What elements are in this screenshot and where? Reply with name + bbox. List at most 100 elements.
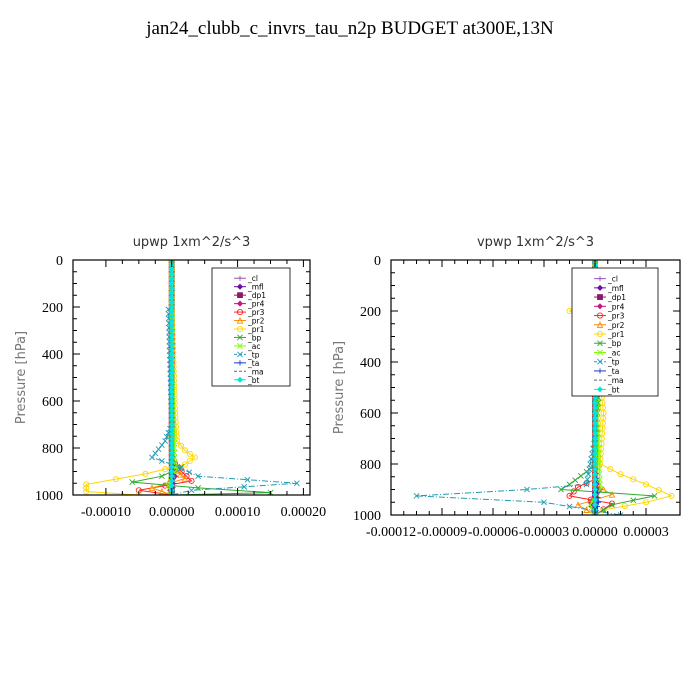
- data-point-ac: [595, 440, 602, 447]
- data-point-pr2: [148, 484, 156, 491]
- legend-marker: [596, 386, 604, 393]
- data-point-tp: [592, 260, 598, 263]
- data-point-tp: [155, 446, 162, 453]
- legend-label: _dp1: [247, 291, 266, 300]
- legend-label: _mfl: [607, 284, 624, 293]
- data-point-pr2: [158, 487, 166, 495]
- data-point-bp: [600, 506, 607, 513]
- data-point-pr2: [583, 506, 590, 513]
- x-tick-label: 0.00000: [149, 505, 195, 520]
- series-line-tp: [416, 260, 621, 515]
- data-point-ac: [595, 445, 602, 452]
- legend-label: _pr3: [247, 308, 265, 317]
- legend-marker: [236, 309, 244, 316]
- data-point-ac: [596, 481, 603, 488]
- data-point-tp: [158, 442, 165, 448]
- data-point-ac: [595, 455, 602, 462]
- data-point-ac: [596, 471, 603, 478]
- chart-panel-1: upwp 1xm^2/s^3 Pressure [hPa] 0 200 400 600 80…: [14, 235, 326, 520]
- y-tick-label: 1000: [35, 489, 63, 504]
- data-point-tp: [177, 465, 184, 472]
- legend-label: _pr4: [247, 300, 265, 309]
- legend-label: _pr1: [607, 330, 625, 339]
- data-point-pr1: [171, 409, 179, 416]
- data-point-tp: [162, 438, 169, 444]
- data-point-tp: [293, 480, 300, 487]
- data-point-bp: [651, 492, 658, 499]
- data-point-pr1: [181, 461, 188, 468]
- y-axis-label: Pressure [hPa]: [14, 331, 29, 424]
- data-point-tp: [241, 483, 248, 490]
- data-point-pr1: [617, 471, 624, 478]
- legend-label: _pr4: [607, 302, 625, 311]
- data-point-tp: [149, 454, 155, 461]
- legend-label: _ac: [247, 342, 260, 351]
- legend-marker: [237, 275, 243, 281]
- data-point-tp: [163, 433, 170, 440]
- data-point-tp: [584, 476, 591, 483]
- data-point-pr1: [172, 414, 179, 421]
- x-tick-label: -0.00003: [519, 525, 569, 540]
- legend-label: _pr2: [607, 321, 625, 330]
- legend-marker: [596, 303, 604, 310]
- data-point-bp: [572, 477, 579, 484]
- legend-label: _pr1: [247, 325, 265, 334]
- legend-marker: [237, 343, 243, 349]
- data-point-ac: [596, 461, 602, 467]
- data-point-bp: [558, 486, 564, 493]
- legend-marker: [596, 321, 604, 328]
- y-tick-label: 800: [42, 442, 63, 457]
- data-point-pr3: [608, 500, 616, 507]
- legend-label: _ma: [607, 376, 624, 385]
- legend-marker: [596, 284, 604, 291]
- data-point-pr1: [177, 442, 185, 449]
- data-point-pr1: [112, 476, 119, 483]
- data-point-pr1: [172, 419, 179, 426]
- legend-label: _cl: [607, 275, 618, 284]
- data-point-tp: [617, 512, 624, 515]
- legend-marker: [236, 300, 244, 307]
- legend-marker: [236, 316, 244, 324]
- series-line-pr2: [150, 260, 186, 495]
- x-tick-label: -0.00012: [366, 525, 416, 540]
- x-tick-label: 0.00003: [623, 525, 669, 540]
- data-point-ac: [586, 501, 593, 508]
- data-point-tp: [583, 481, 590, 488]
- data-point-bp: [609, 501, 615, 508]
- data-point-pr2: [608, 490, 616, 498]
- legend-label: _cl: [247, 274, 258, 283]
- legend-label: _ta: [247, 359, 259, 368]
- y-tick-label: 800: [360, 458, 381, 473]
- legend-label: _bt: [247, 376, 260, 385]
- data-point-tp: [188, 487, 195, 494]
- data-point-pr3: [188, 477, 195, 484]
- data-point-pr1: [186, 457, 193, 464]
- legend-marker: [597, 368, 603, 374]
- data-point-pr2: [574, 501, 582, 508]
- data-point-ac: [592, 512, 598, 515]
- data-point-ac: [596, 476, 603, 483]
- x-tick-label: 0.00010: [215, 505, 261, 520]
- panel-title: upwp 1xm^2/s^3: [133, 235, 251, 250]
- legend-marker: [237, 292, 243, 299]
- data-point-tp: [586, 466, 593, 473]
- data-point-bp: [158, 473, 165, 480]
- legend-label: _tp: [607, 358, 620, 367]
- data-point-pr2: [177, 471, 184, 478]
- y-tick-label: 400: [42, 348, 63, 363]
- legend-marker: [596, 330, 604, 338]
- x-tick-label: 0.00020: [281, 505, 327, 520]
- y-axis-label: Pressure [hPa]: [332, 341, 347, 434]
- data-point-pr1: [83, 481, 90, 488]
- legend-marker: [597, 340, 603, 347]
- data-point-ta: [595, 499, 601, 505]
- legend-label: _ac: [607, 348, 620, 357]
- data-point-tp: [168, 260, 175, 263]
- y-tick-label: 600: [360, 407, 381, 422]
- data-point-ac: [595, 450, 602, 457]
- legend: _cl_mfl_dp1_pr4_pr3_pr2_pr1_bp_ac_tp_ta_…: [571, 267, 659, 397]
- series-group: [83, 260, 300, 495]
- data-point-pr1: [186, 450, 193, 457]
- legend-marker: [597, 276, 603, 282]
- data-point-pr1: [607, 466, 614, 473]
